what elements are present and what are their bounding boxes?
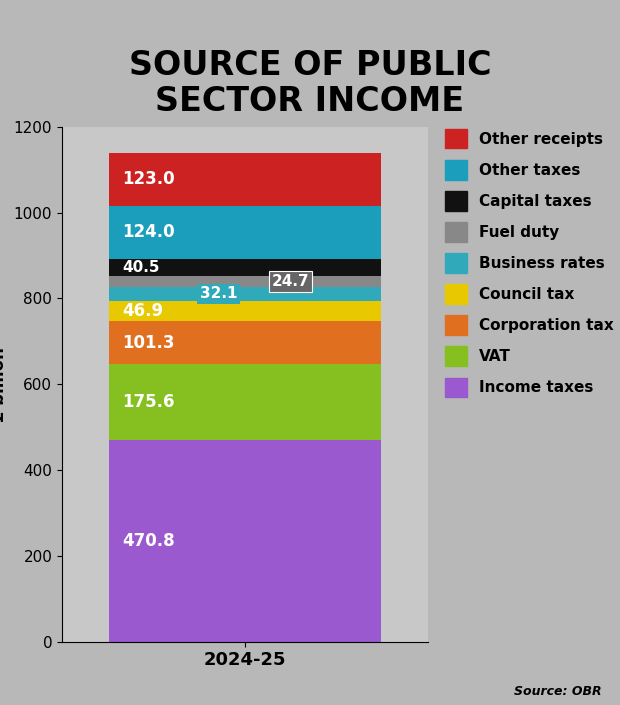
- Text: 175.6: 175.6: [122, 393, 174, 411]
- Bar: [108, 301, 381, 321]
- Bar: [108, 287, 381, 301]
- Text: 123.0: 123.0: [122, 171, 174, 188]
- Text: 46.9: 46.9: [122, 302, 163, 320]
- Bar: [108, 259, 381, 276]
- Text: 124.0: 124.0: [122, 223, 174, 241]
- Text: 101.3: 101.3: [122, 333, 174, 352]
- Bar: [108, 321, 381, 364]
- Bar: [108, 440, 381, 642]
- Text: 24.7: 24.7: [272, 274, 309, 289]
- Text: 40.5: 40.5: [122, 260, 159, 275]
- Bar: [108, 153, 381, 206]
- Legend: Other receipts, Other taxes, Capital taxes, Fuel duty, Business rates, Council t: Other receipts, Other taxes, Capital tax…: [441, 124, 618, 402]
- Text: 470.8: 470.8: [122, 532, 174, 550]
- Text: Source: OBR: Source: OBR: [514, 685, 601, 698]
- Bar: [108, 206, 381, 259]
- Y-axis label: £ billion: £ billion: [0, 347, 8, 422]
- Text: SOURCE OF PUBLIC
SECTOR INCOME: SOURCE OF PUBLIC SECTOR INCOME: [129, 49, 491, 118]
- Bar: [108, 364, 381, 440]
- Bar: [108, 276, 381, 287]
- Text: 32.1: 32.1: [200, 286, 237, 301]
